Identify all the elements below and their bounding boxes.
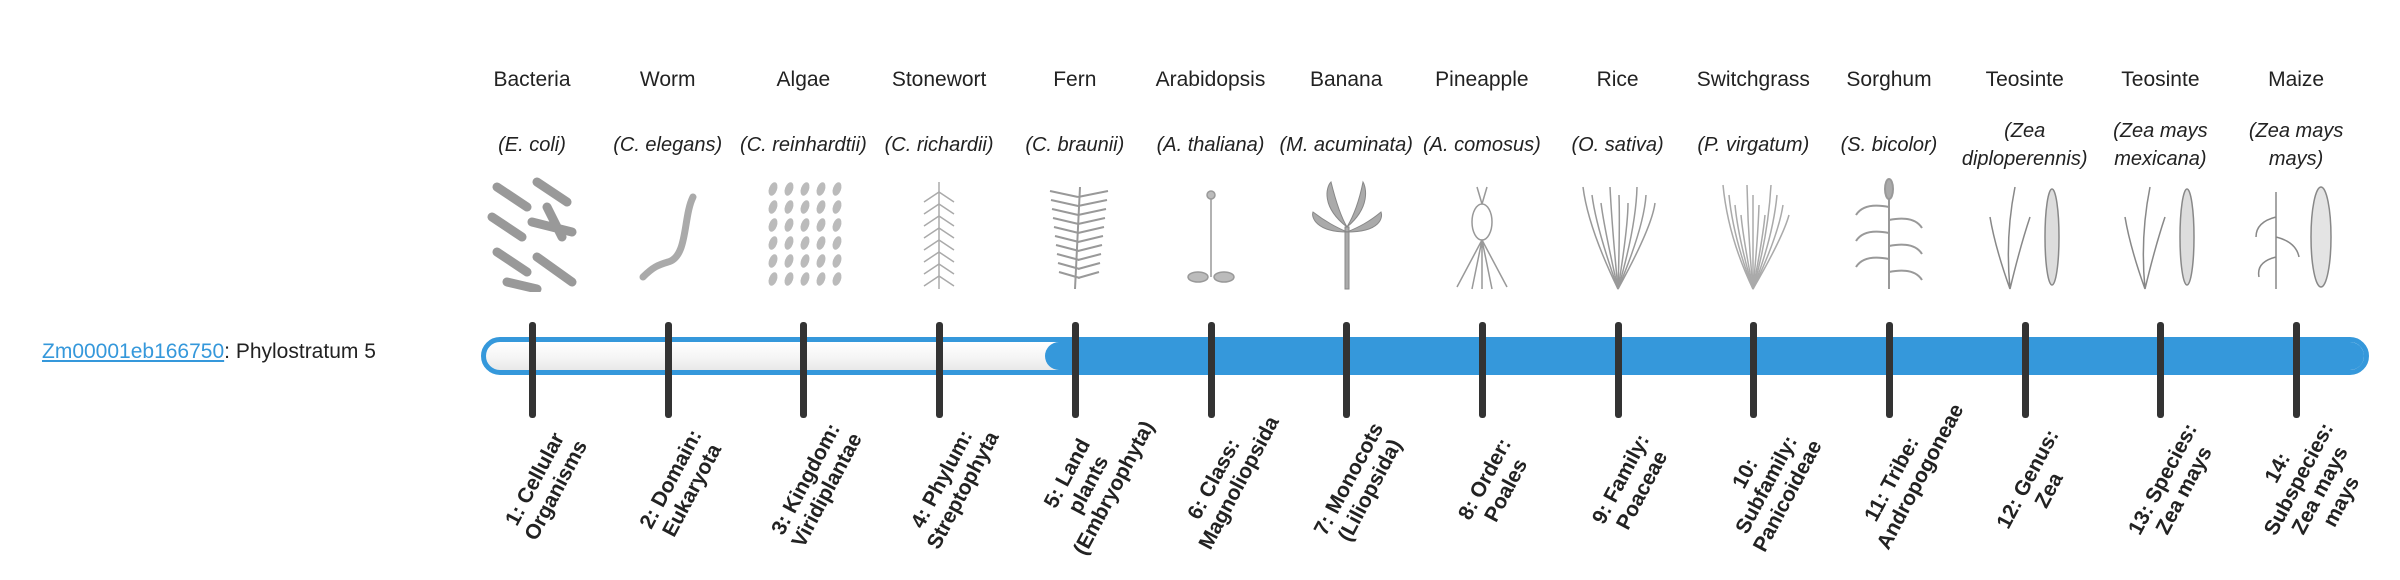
gene-link[interactable]: Zm00001eb166750 bbox=[42, 340, 225, 363]
organism-common-name: Pineapple bbox=[1435, 68, 1529, 91]
organism-column: Arabidopsis (A. thaliana) bbox=[1143, 60, 1279, 190]
organism-scientific-name: (E. coli) bbox=[498, 134, 566, 156]
organism-common-name: Teosinte bbox=[1985, 68, 2064, 91]
stratum-tick bbox=[529, 322, 536, 418]
stratum-tick bbox=[1614, 322, 1622, 418]
bacteria-icon bbox=[487, 177, 577, 294]
organism-column: Algae (C. reinhardtii) bbox=[735, 60, 871, 190]
stratum-tick bbox=[1478, 322, 1486, 418]
stratum-label: 14: Subspecies: Zea mays mays bbox=[2259, 419, 2365, 540]
stratum-tick bbox=[2021, 322, 2029, 418]
organism-column: Teosinte (Zea mays mexicana) bbox=[2092, 60, 2228, 190]
organism-scientific-name: (Zea mays mexicana) bbox=[2113, 120, 2208, 170]
organism-column: Banana (M. acuminata) bbox=[1278, 60, 1414, 190]
stratum-label: 3: Kingdom: Viridiplantae bbox=[767, 419, 868, 552]
organism-scientific-name: (O. sativa) bbox=[1571, 134, 1664, 156]
organism-scientific-name: (C. reinhardtii) bbox=[740, 134, 867, 156]
stratum-label: 5: Land plants (Embryophyta) bbox=[1039, 417, 1159, 559]
organism-common-name: Fern bbox=[1053, 68, 1097, 91]
stratum-label: 13: Species: Zea mays bbox=[2124, 419, 2218, 539]
organism-column: Rice (O. sativa) bbox=[1550, 60, 1686, 190]
stratum-label: 4: Phylum: Streptophyta bbox=[906, 426, 1004, 553]
stratum-label: 10: Subfamily: Panicoideae bbox=[1728, 431, 1827, 556]
stratum-label: 8: Order: Poales bbox=[1453, 434, 1533, 526]
organism-common-name: Banana bbox=[1309, 68, 1383, 91]
organism-scientific-name: (Zea mays mays) bbox=[2248, 120, 2344, 170]
stratum-tick bbox=[936, 322, 944, 418]
organism-scientific-name: (C. braunii) bbox=[1025, 134, 1125, 156]
organism-scientific-name: (C. richardii) bbox=[884, 134, 994, 156]
stratum-tick bbox=[1343, 322, 1351, 418]
organism-common-name: Sorghum bbox=[1846, 68, 1932, 91]
organism-common-name: Teosinte bbox=[2121, 68, 2200, 91]
organism-common-name: Arabidopsis bbox=[1155, 68, 1266, 91]
organism-common-name: Switchgrass bbox=[1696, 68, 1810, 91]
organism-column: Bacteria (E. coli) bbox=[464, 60, 600, 190]
sorghum-icon bbox=[1844, 177, 1934, 292]
organism-column: Teosinte (Zea diploperennis) bbox=[1957, 60, 2093, 190]
stratum-tick bbox=[2293, 322, 2301, 418]
stonewort-icon bbox=[894, 177, 984, 292]
organism-scientific-name: (A. thaliana) bbox=[1156, 134, 1265, 156]
phylostratum-text: : Phylostratum 5 bbox=[224, 340, 376, 363]
stratum-label: 6: Class: Magnoliopsida bbox=[1182, 412, 1284, 554]
phylostratum-fill bbox=[1044, 342, 2364, 370]
stratum-tick bbox=[1071, 322, 1079, 418]
organism-common-name: Rice bbox=[1596, 68, 1639, 91]
gene-label: Zm00001eb166750: Phylostratum 5 bbox=[42, 340, 376, 364]
organism-column: Sorghum (S. bicolor) bbox=[1821, 60, 1957, 190]
algae-icon bbox=[758, 177, 848, 292]
organism-common-name: Maize bbox=[2268, 68, 2325, 91]
organism-column: Stonewort (C. richardii) bbox=[871, 60, 1007, 190]
organism-column: Worm (C. elegans) bbox=[600, 60, 736, 190]
stratum-tick bbox=[1886, 322, 1893, 418]
teosinte-icon bbox=[2115, 177, 2205, 292]
rice-icon bbox=[1573, 177, 1663, 292]
teosinte-icon bbox=[1980, 177, 2070, 292]
phylostratum-bar bbox=[481, 337, 2369, 375]
stratum-label: 12: Genus: Zea bbox=[1992, 425, 2068, 533]
organism-scientific-name: (P. virgatum) bbox=[1697, 134, 1810, 156]
organism-common-name: Stonewort bbox=[891, 68, 987, 91]
maize-icon bbox=[2251, 177, 2341, 292]
worm-icon bbox=[623, 177, 713, 292]
stratum-label: 9: Family: Poaceae bbox=[1587, 430, 1672, 534]
organism-common-name: Worm bbox=[639, 68, 696, 91]
stratum-label: 2: Domain: Eukaryota bbox=[635, 425, 726, 541]
switchgrass-icon bbox=[1708, 177, 1798, 292]
arabidopsis-icon bbox=[1166, 177, 1256, 292]
organism-common-name: Algae bbox=[776, 68, 831, 91]
stratum-tick bbox=[1207, 322, 1215, 418]
stratum-label: 1: Cellular Organisms bbox=[500, 428, 593, 545]
pineapple-icon bbox=[1437, 177, 1527, 292]
organism-column: Fern (C. braunii) bbox=[1007, 60, 1143, 190]
stratum-label: 7: Monocots (Liliopsida) bbox=[1309, 419, 1407, 546]
organism-scientific-name: (S. bicolor) bbox=[1840, 134, 1938, 156]
organism-scientific-name: (A. comosus) bbox=[1422, 134, 1541, 156]
organism-scientific-name: (Zea diploperennis) bbox=[1961, 120, 2088, 170]
organism-column: Switchgrass (P. virgatum) bbox=[1685, 60, 1821, 190]
organism-scientific-name: (M. acuminata) bbox=[1279, 134, 1413, 156]
banana-icon bbox=[1301, 177, 1391, 292]
stratum-tick bbox=[800, 322, 808, 418]
fern-icon bbox=[1030, 177, 1120, 292]
stratum-tick bbox=[2157, 322, 2165, 418]
organism-column: Pineapple (A. comosus) bbox=[1414, 60, 1550, 190]
stratum-label: 11: Tribe: Andropogoneae bbox=[1860, 400, 1969, 554]
organism-scientific-name: (C. elegans) bbox=[613, 134, 723, 156]
stratum-tick bbox=[664, 322, 672, 418]
organism-common-name: Bacteria bbox=[493, 68, 571, 91]
stratum-tick bbox=[1750, 322, 1758, 418]
organism-column: Maize (Zea mays mays) bbox=[2228, 60, 2364, 190]
